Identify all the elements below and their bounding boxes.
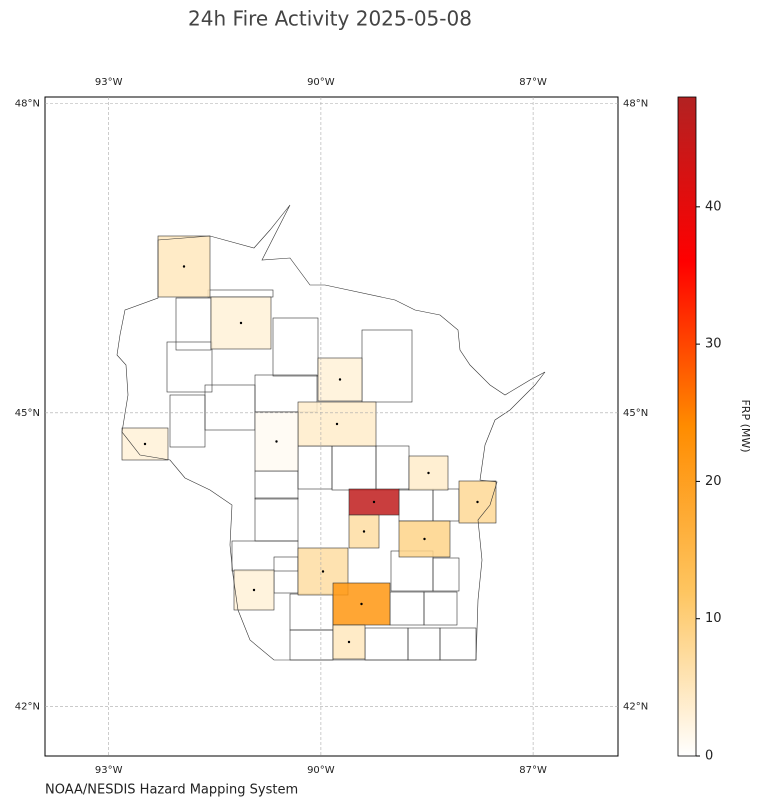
county (331, 445, 377, 491)
y-tick-label: 45°N (623, 408, 648, 419)
fire-point (275, 440, 278, 443)
x-tick-label: 90°W (307, 77, 335, 88)
x-tick-label: 93°W (95, 765, 123, 776)
fire-point (423, 537, 426, 541)
colorbar-tick-label: 10 (705, 611, 722, 626)
county (407, 627, 441, 661)
colorbar (677, 96, 697, 757)
colorbar-tick-label: 30 (705, 337, 722, 352)
county (166, 341, 213, 393)
fire-point (338, 378, 342, 381)
county (361, 329, 413, 403)
county (297, 445, 333, 490)
colorbar-tick-label: 20 (705, 474, 722, 489)
fire-point (427, 471, 430, 475)
fire-point (182, 265, 186, 268)
fire-point (321, 570, 325, 573)
county (207, 289, 274, 298)
y-tick-label: 45°N (15, 408, 40, 419)
county (273, 556, 299, 594)
county (375, 445, 410, 491)
county (389, 591, 425, 626)
county (272, 317, 319, 377)
county (169, 394, 206, 448)
map-frame (44, 96, 619, 757)
county (289, 629, 334, 661)
y-tick-label: 48°N (623, 98, 648, 109)
county (364, 627, 409, 661)
fire-point (360, 602, 363, 606)
y-tick-label: 42°N (623, 702, 648, 713)
fire-point (476, 500, 479, 504)
county (432, 488, 460, 522)
x-tick-label: 87°W (519, 765, 547, 776)
x-tick-label: 87°W (519, 77, 547, 88)
counties (121, 235, 497, 661)
county (439, 627, 477, 661)
source: NOAA/NESDIS Hazard Mapping System (45, 783, 298, 798)
county (254, 470, 299, 500)
county (398, 488, 434, 522)
fire-point (362, 530, 366, 533)
fire-point (143, 442, 147, 446)
county (289, 593, 334, 631)
county (204, 384, 256, 431)
colorbar-label: FRP (MW) (739, 399, 752, 452)
fire-county (398, 520, 451, 558)
x-tick-label: 93°W (95, 77, 123, 88)
county (231, 540, 299, 572)
fire-point (347, 640, 351, 644)
fire-point (372, 500, 376, 504)
colorbar-tick-label: 0 (705, 749, 713, 764)
x-tick-label: 90°W (307, 765, 335, 776)
fire-point (335, 422, 339, 426)
y-tick-label: 42°N (15, 702, 40, 713)
state-outline (116, 204, 546, 661)
fire-point (252, 588, 256, 592)
fire-point (239, 321, 243, 325)
county (423, 591, 458, 626)
title: 24h Fire Activity 2025-05-08 (188, 7, 472, 31)
colorbar-tick-label: 40 (705, 199, 722, 214)
county (432, 557, 460, 592)
y-tick-label: 48°N (15, 98, 40, 109)
county (254, 497, 299, 542)
